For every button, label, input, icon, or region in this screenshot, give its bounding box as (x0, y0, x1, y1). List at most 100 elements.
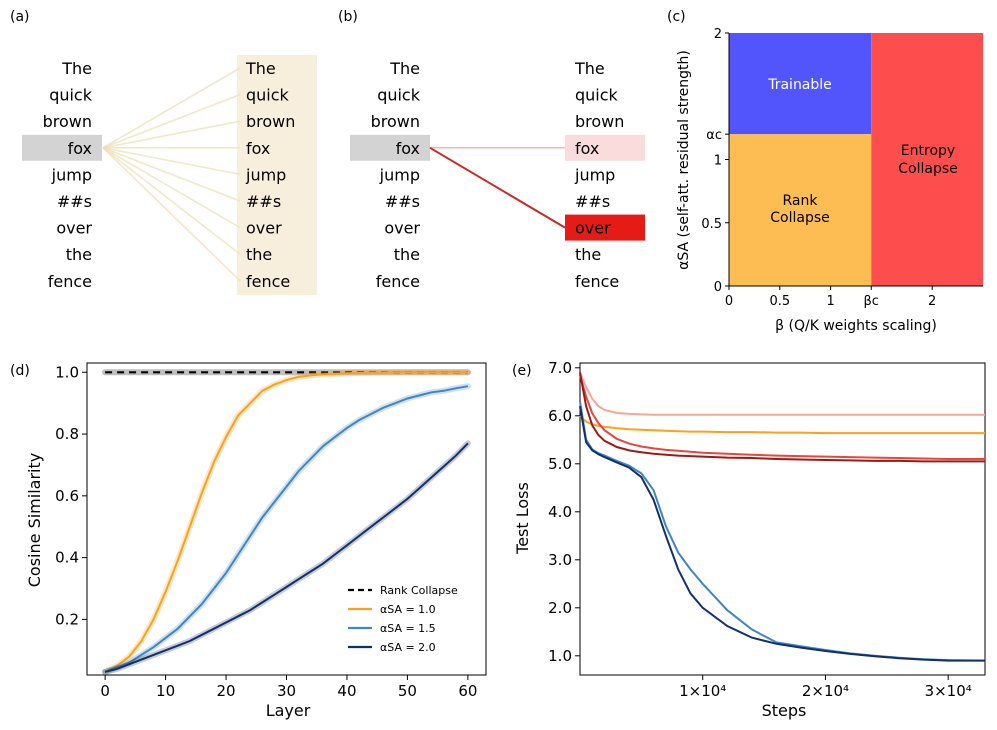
key-token-3: fox (246, 139, 270, 158)
key-column-bg (237, 55, 317, 295)
phase-x-tick-label-0: 0 (725, 294, 733, 309)
cosine-x-tick-label-3: 30 (277, 682, 296, 700)
attention-line-0 (102, 67, 241, 149)
query-token-5: ##s (385, 192, 420, 211)
attention-diagram-a: The The quick quick brown brown fox fox jump jump… (22, 55, 317, 295)
loss-series-line-5 (579, 406, 985, 662)
phase-ylabel: αSA (self-att. residual strength) (676, 50, 692, 270)
attention-line-8 (102, 147, 241, 282)
phase-y-tick-label-3: αc (706, 128, 722, 143)
query-token-2: brown (371, 112, 420, 131)
cosine-ylabel: Cosine Similarity (25, 453, 44, 587)
phase-y-tick-label-2: 1 (714, 154, 722, 169)
query-token-6: over (56, 219, 92, 238)
key-token-4: jump (245, 165, 286, 184)
key-token-6: over (575, 219, 611, 238)
phase-region-2 (871, 33, 983, 286)
loss-y-tick-label-5: 6.0 (548, 407, 572, 425)
key-token-2: brown (246, 112, 295, 131)
phase-x-tick-label-1: 0.5 (769, 294, 790, 309)
attention-line-2 (102, 120, 241, 149)
key-token-1: quick (575, 86, 619, 105)
phase-label-entropy-2: Collapse (898, 161, 958, 177)
loss-x-tick-label-1: 2×10⁴ (802, 682, 849, 700)
loss-series-line-4 (579, 401, 986, 662)
cosine-series-halo-3 (102, 440, 471, 675)
phase-y-tick-label-4: 2 (714, 27, 722, 42)
query-token-1: quick (49, 86, 93, 105)
loss-y-tick-label-6: 7.0 (548, 359, 572, 377)
loss-y-tick-label-2: 3.0 (548, 551, 572, 569)
cosine-x-tick-label-4: 40 (337, 682, 356, 700)
key-token-7: the (575, 245, 601, 264)
attention-line-4 (102, 147, 241, 176)
loss-xlabel: Steps (762, 701, 807, 720)
key-token-8: fence (575, 272, 619, 291)
cosine-xlabel: Layer (266, 701, 311, 720)
key-token-5: ##s (575, 192, 610, 211)
phase-x-tick-label-3: βc (864, 294, 879, 309)
cosine-series-line-1 (104, 371, 468, 673)
cosine-y-tick-label-4: 1.0 (55, 363, 79, 381)
key-token-0: The (245, 59, 276, 78)
loss-frame (579, 362, 986, 676)
key-token-6: over (246, 219, 282, 238)
query-token-0: The (389, 59, 420, 78)
legend-label-2: αSA = 1.5 (380, 622, 436, 635)
cosine-y-tick-label-1: 0.4 (55, 549, 79, 567)
key-token-5: ##s (246, 192, 281, 211)
cosine-x-tick-label-2: 20 (216, 682, 235, 700)
query-token-1: quick (377, 86, 421, 105)
query-token-5: ##s (57, 192, 92, 211)
panel-label-a: (a) (10, 9, 30, 25)
phase-x-tick-label-4: 2 (928, 294, 936, 309)
panel-label-b: (b) (338, 9, 358, 25)
cosine-y-tick-label-3: 0.8 (55, 425, 79, 443)
query-token-6: over (384, 219, 420, 238)
phase-label-entropy-1: Entropy (901, 143, 955, 159)
legend-label-1: αSA = 1.0 (380, 603, 436, 616)
query-token-4: jump (379, 165, 420, 184)
attention-line-6 (429, 146, 566, 229)
loss-y-tick-label-0: 1.0 (548, 647, 572, 665)
query-token-7: the (394, 245, 420, 264)
key-token-0: The (574, 59, 605, 78)
phase-region-0 (729, 33, 872, 135)
query-token-8: fence (376, 272, 420, 291)
test-loss-chart: Steps Test Loss 1×10⁴ 2×10⁴ 3×10⁴ 1.0 2.0 3.0… (513, 359, 986, 720)
phase-diagram-chart: Trainable Rank Collapse Entropy Collapse… (676, 27, 983, 334)
attention-line-6 (102, 147, 241, 229)
key-token-4: jump (574, 165, 615, 184)
phase-xlabel: β (Q/K weights scaling) (775, 318, 937, 334)
loss-series-line-0 (579, 372, 985, 416)
key-token-2: brown (575, 112, 624, 131)
cosine-series-line-2 (104, 385, 469, 673)
loss-ylabel: Test Loss (513, 482, 532, 555)
loss-y-tick-label-1: 2.0 (548, 599, 572, 617)
cosine-x-tick-label-6: 60 (458, 682, 477, 700)
query-highlight (22, 134, 102, 161)
key-token-8: fence (246, 272, 290, 291)
loss-y-tick-label-3: 4.0 (548, 503, 572, 521)
legend-label-0: Rank Collapse (380, 584, 458, 597)
panel-label-c: (c) (667, 9, 686, 25)
phase-y-tick-label-0: 0 (714, 280, 722, 295)
phase-label-trainable: Trainable (767, 77, 832, 93)
cosine-x-tick-label-1: 10 (156, 682, 175, 700)
phase-y-tick-label-1: 0.5 (701, 217, 722, 232)
query-token-0: The (61, 59, 92, 78)
loss-x-tick-label-2: 3×10⁴ (925, 682, 972, 700)
attention-line-5 (102, 147, 241, 202)
cosine-y-tick-label-2: 0.6 (55, 487, 79, 505)
phase-region-1 (729, 134, 872, 286)
query-token-3: fox (68, 139, 92, 158)
key-token-3: fox (575, 139, 599, 158)
query-token-7: the (66, 245, 92, 264)
attention-diagram-b: The The quick quick brown brown fox fox jump jump… (350, 59, 645, 291)
key-attention-box-3 (565, 134, 645, 161)
cosine-similarity-chart: Layer Cosine Similarity 0 10 20 30 40 50 60 0.2… (25, 362, 487, 720)
phase-x-tick-label-2: 1 (826, 294, 834, 309)
cosine-x-tick-label-5: 50 (398, 682, 417, 700)
panel-label-d: (d) (10, 363, 30, 379)
loss-series-line-3 (579, 372, 985, 463)
